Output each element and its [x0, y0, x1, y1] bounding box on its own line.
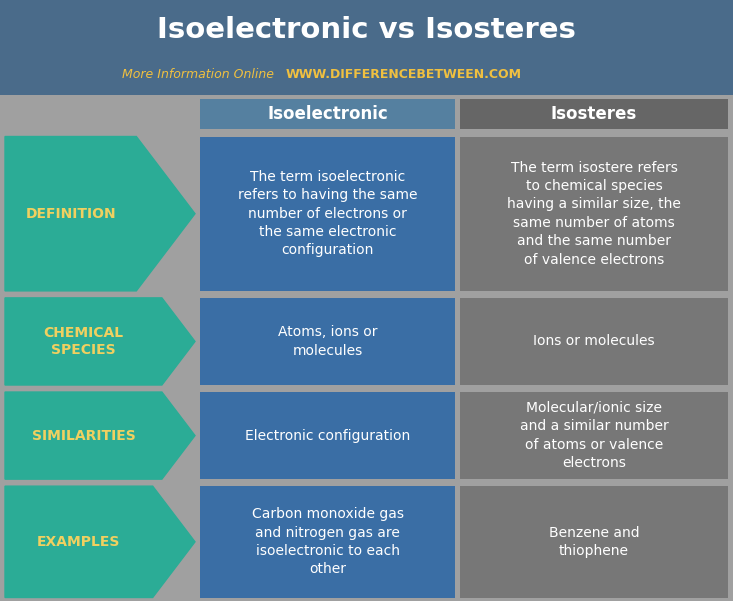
FancyBboxPatch shape [200, 136, 455, 291]
Polygon shape [5, 486, 195, 597]
Polygon shape [5, 136, 195, 291]
Polygon shape [5, 298, 195, 385]
Text: CHEMICAL
SPECIES: CHEMICAL SPECIES [43, 326, 123, 356]
FancyBboxPatch shape [460, 486, 728, 597]
Text: Isoelectronic vs Isosteres: Isoelectronic vs Isosteres [157, 16, 576, 44]
Text: Atoms, ions or
molecules: Atoms, ions or molecules [278, 325, 377, 358]
Polygon shape [5, 392, 195, 479]
FancyBboxPatch shape [460, 298, 728, 385]
FancyBboxPatch shape [200, 486, 455, 597]
FancyBboxPatch shape [200, 99, 455, 129]
Polygon shape [0, 0, 733, 95]
Text: EXAMPLES: EXAMPLES [37, 535, 120, 549]
Text: The term isostere refers
to chemical species
having a similar size, the
same num: The term isostere refers to chemical spe… [507, 160, 681, 267]
Text: The term isoelectronic
refers to having the same
number of electrons or
the same: The term isoelectronic refers to having … [237, 170, 417, 257]
Text: Ions or molecules: Ions or molecules [533, 334, 655, 349]
Text: Carbon monoxide gas
and nitrogen gas are
isoelectronic to each
other: Carbon monoxide gas and nitrogen gas are… [251, 507, 403, 576]
FancyBboxPatch shape [460, 99, 728, 129]
Text: More Information Online: More Information Online [122, 67, 282, 81]
Text: Electronic configuration: Electronic configuration [245, 429, 410, 442]
FancyBboxPatch shape [200, 392, 455, 479]
FancyBboxPatch shape [200, 298, 455, 385]
Text: DEFINITION: DEFINITION [26, 207, 116, 221]
Text: Benzene and
thiophene: Benzene and thiophene [549, 526, 639, 558]
Text: Isoelectronic: Isoelectronic [267, 105, 388, 123]
FancyBboxPatch shape [460, 136, 728, 291]
Text: SIMILARITIES: SIMILARITIES [32, 429, 136, 442]
Text: Molecular/ionic size
and a similar number
of atoms or valence
electrons: Molecular/ionic size and a similar numbe… [520, 401, 668, 470]
FancyBboxPatch shape [460, 392, 728, 479]
Text: WWW.DIFFERENCEBETWEEN.COM: WWW.DIFFERENCEBETWEEN.COM [286, 67, 522, 81]
Text: Isosteres: Isosteres [551, 105, 637, 123]
